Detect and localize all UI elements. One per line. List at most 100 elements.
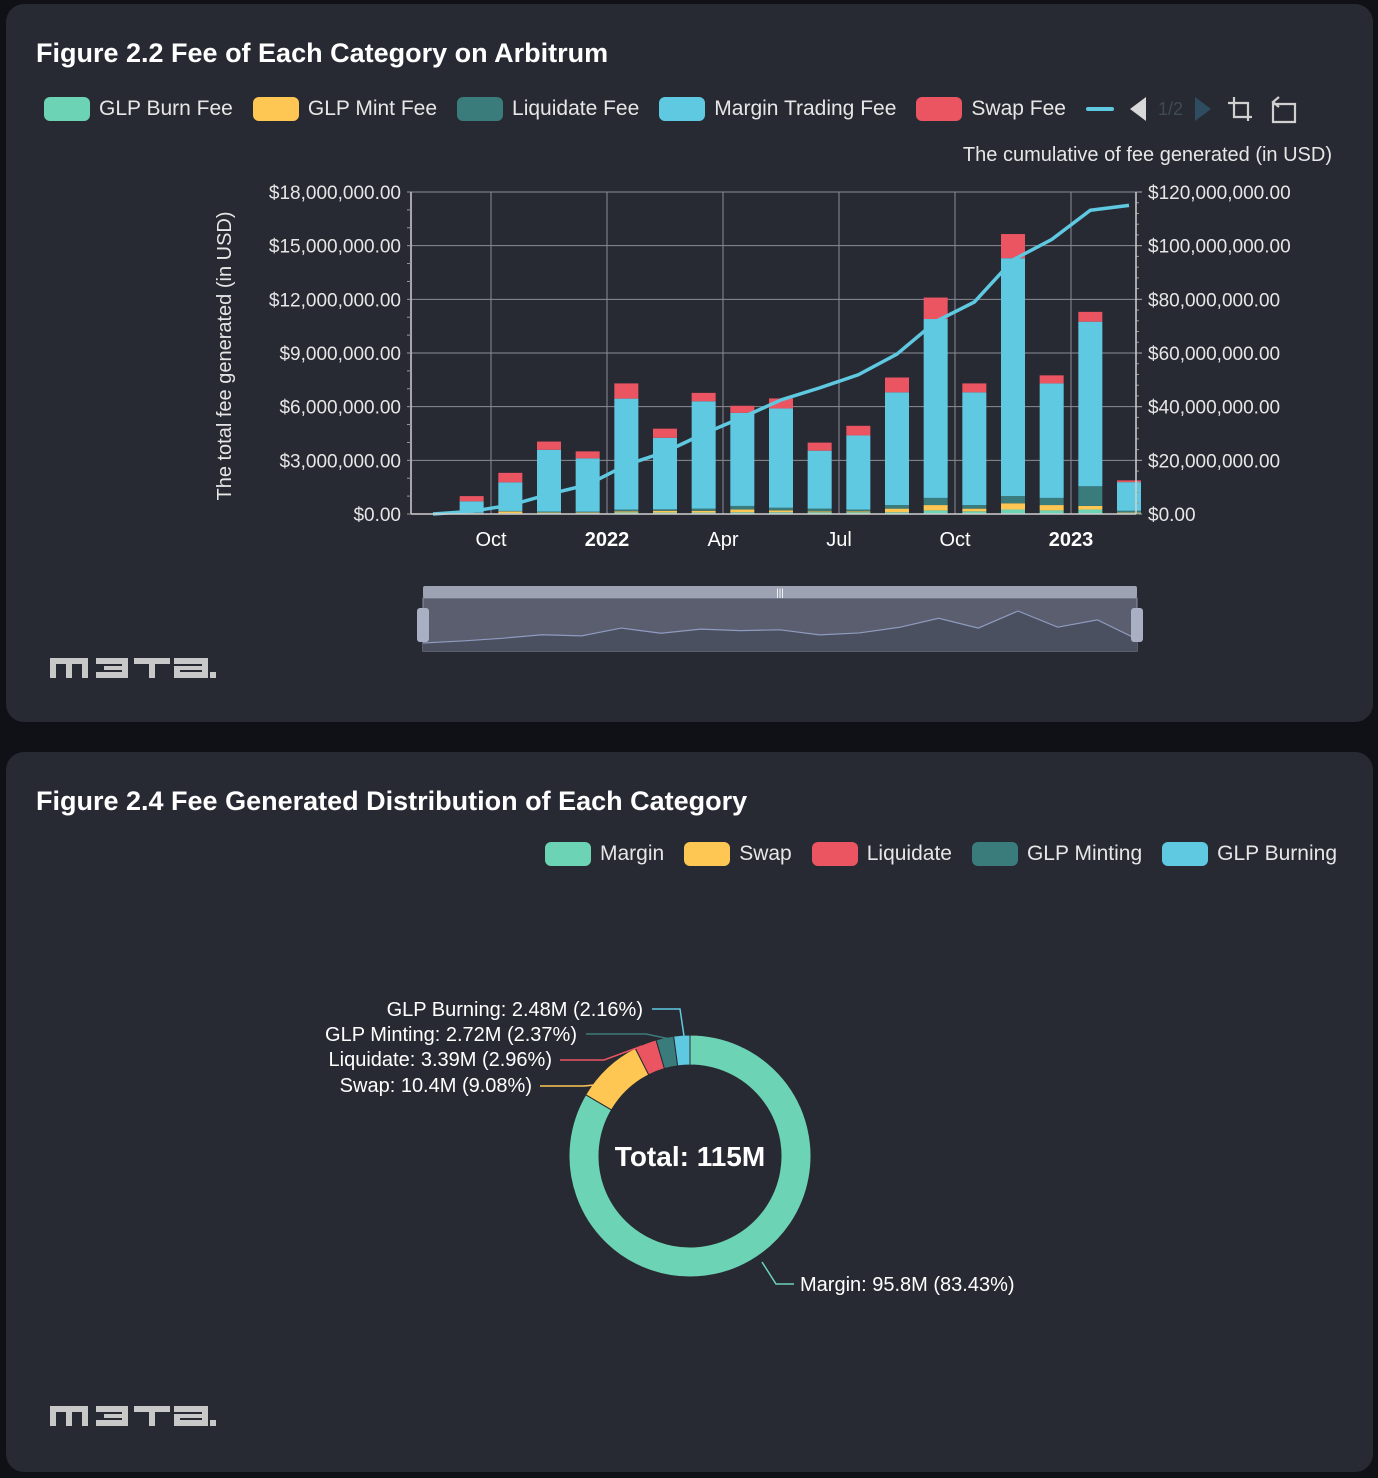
leader-line (652, 1008, 685, 1037)
bar-segment-liquidate (885, 505, 909, 509)
bar-segment-swap (846, 425, 871, 436)
fee-by-category-card: Figure 2.2 Fee of Each Category on Arbit… (6, 4, 1373, 722)
legend-item-glp-burn-fee[interactable]: GLP Burn Fee (44, 97, 233, 121)
bar-segment-glp-mint (614, 511, 639, 513)
bar-segment-liquidate (1078, 486, 1103, 506)
fee-distribution-card: Figure 2.4 Fee Generated Distribution of… (6, 752, 1373, 1472)
y2-tick-label: $60,000,000.00 (1148, 344, 1280, 365)
donut-center-label: Total: 115M (615, 1141, 765, 1172)
leader-line (540, 1083, 605, 1087)
y2-tick-label: $120,000,000.00 (1148, 183, 1291, 204)
bar-segment-swap (1039, 375, 1064, 384)
bar-segment-liquidate (1001, 496, 1025, 504)
legend-item-cumulative-line[interactable] (1085, 107, 1122, 111)
bar-segment-swap (807, 442, 832, 451)
bar-segment-liquidate (537, 511, 561, 513)
bar-segment-glp-burn (807, 512, 832, 514)
slice-glp-burning (673, 1034, 691, 1067)
bar-segment-swap (769, 398, 793, 409)
y-axis-label: The total fee generated (in USD) (214, 211, 236, 500)
arrow-left-icon[interactable] (1129, 97, 1146, 121)
zoom-handle-left (417, 608, 429, 642)
bar-segment-liquidate (962, 505, 987, 509)
fee-bar-chart: $0.00 $3,000,000.00 $6,000,000.00 $9,000,00… (214, 144, 1332, 652)
legend-item-margin-trading-fee[interactable]: Margin Trading Fee (659, 97, 896, 121)
legend-swatch (916, 97, 963, 121)
y-tick-label: $12,000,000.00 (269, 290, 401, 311)
legend-label: GLP Burning (1217, 842, 1337, 865)
bar-segment-liquidate (730, 505, 755, 510)
slice-labels: Margin: 95.8M (83.43%) Swap: 10.4M (9.08%… (325, 999, 1015, 1296)
chart-title: Figure 2.2 Fee of Each Category on Arbit… (36, 38, 609, 68)
cumulative-series-line (432, 203, 1130, 516)
legend-item-glp-burning[interactable]: GLP Burning (1162, 842, 1337, 866)
m3ta-logo (50, 1406, 216, 1426)
right-axis-label: The cumulative of fee generated (in USD) (963, 144, 1332, 166)
bar-segment-swap (653, 428, 677, 438)
fee-donut-chart: Margin: 95.8M (83.43%) Swap: 10.4M (9.08%… (325, 999, 1015, 1296)
bar-segment-glp-mint (923, 505, 948, 511)
bar-segment-glp-mint (498, 511, 523, 514)
bar-segment-margin (1117, 482, 1141, 511)
bar-segment-swap (498, 472, 523, 483)
zoom-top-bar (423, 586, 1137, 598)
legend-label: Swap (739, 842, 792, 865)
bar-segment-glp-mint (537, 512, 561, 513)
bar-segment-glp-burn (1039, 510, 1064, 514)
legend-item-liquidate[interactable]: Liquidate (811, 842, 952, 866)
legend-line-swatch (1085, 107, 1114, 111)
legend-item-liquidate-fee[interactable]: Liquidate Fee (457, 97, 639, 121)
pager-text: 1/2 (1157, 98, 1183, 119)
zoom-select-icon[interactable] (1225, 94, 1255, 124)
legend-swatch (971, 842, 1018, 866)
bar-segment-glp-mint (769, 510, 793, 513)
y-tick-label: $3,000,000.00 (279, 451, 401, 472)
bar-segment-margin (769, 408, 793, 508)
legend-swatch (1162, 842, 1209, 866)
legend-item-glp-mint-fee[interactable]: GLP Mint Fee (252, 97, 437, 121)
bar-segment-liquidate (498, 510, 523, 512)
legend-label: Margin Trading Fee (714, 97, 897, 120)
bar-segment-liquidate (575, 511, 600, 513)
zoom-reset-icon[interactable] (1269, 94, 1299, 124)
bar-segment-swap (962, 383, 987, 393)
bar-segment-swap (537, 441, 561, 450)
cumulative-line (432, 203, 1130, 516)
legend-label: Swap Fee (971, 97, 1066, 120)
legend-item-glp-minting[interactable]: GLP Minting (971, 842, 1142, 866)
y-tick-label: $18,000,000.00 (269, 183, 401, 204)
legend-swatch (811, 842, 858, 866)
bar-segment-glp-mint (653, 510, 677, 513)
x-tick-label: 2022 (585, 529, 630, 551)
y2-tick-label: $80,000,000.00 (1148, 290, 1280, 311)
zoom-preview-area (423, 611, 1137, 651)
bar-segment-glp-mint (1001, 503, 1025, 510)
bar-segment-swap (614, 383, 639, 399)
legend-item-swap-fee[interactable]: Swap Fee (916, 97, 1066, 121)
bars (459, 234, 1141, 515)
legend-pager: 1/2 (1129, 97, 1211, 121)
bar-segment-swap (691, 392, 716, 402)
leader-line (586, 1033, 671, 1040)
bar-segment-glp-mint (1117, 512, 1141, 514)
bar-segment-margin (962, 392, 987, 506)
bar-segment-glp-mint (885, 508, 909, 513)
y-tick-label: $15,000,000.00 (269, 237, 401, 258)
arrow-right-icon[interactable] (1194, 97, 1211, 121)
bar-segment-margin (923, 319, 948, 498)
bar-segment-liquidate (653, 509, 677, 511)
legend-item-swap[interactable]: Swap (684, 842, 792, 866)
chart-legend: GLP Burn Fee GLP Mint Fee Liquidate Fee … (44, 94, 1299, 124)
legend-item-margin[interactable]: Margin (544, 842, 664, 866)
label-liquidate: Liquidate: 3.39M (2.96%) (329, 1049, 552, 1071)
label-glp-burning: GLP Burning: 2.48M (2.16%) (387, 999, 643, 1021)
bar-segment-swap (1117, 480, 1141, 483)
bar-segment-margin (691, 401, 716, 509)
data-zoom-slider[interactable]: ||| (417, 586, 1143, 652)
bar-segment-margin (885, 392, 909, 506)
chart-title: Figure 2.4 Fee Generated Distribution of… (36, 786, 748, 816)
bar-segment-glp-mint (730, 509, 755, 513)
y2-tick-label: $40,000,000.00 (1148, 398, 1280, 419)
bar-segment-liquidate (1039, 497, 1064, 506)
bar-segment-glp-burn (885, 512, 909, 514)
